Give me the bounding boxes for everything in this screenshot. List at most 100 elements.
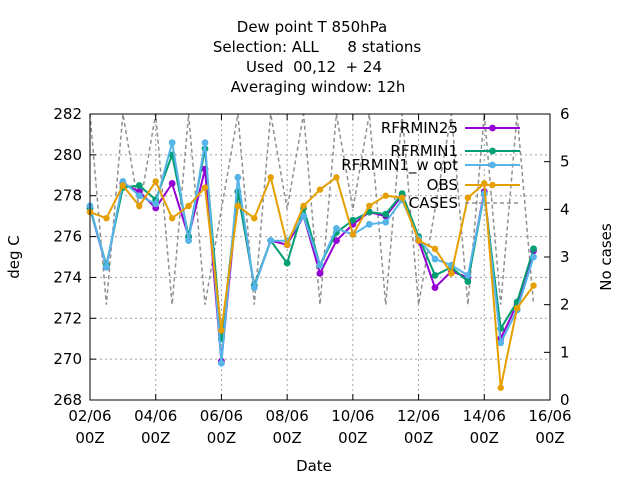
data-point [103,214,110,222]
grid [90,114,550,400]
x-tick-label-hour: 00Z [75,429,104,447]
data-point [333,174,340,181]
data-point [135,182,143,189]
legend-entry: RFRMIN1 [390,142,520,160]
data-point [382,218,390,226]
y-tick-label: 268 [53,391,82,409]
data-point [168,214,176,222]
x-axis-label: Date [296,457,332,475]
series-line [89,142,535,364]
title-line-3: Used 00,12 + 24 [246,58,382,76]
data-point [300,212,307,220]
legend-label: RFRMIN25 [381,119,458,137]
data-point [448,270,455,277]
data-point [234,173,242,181]
series-line [89,148,535,339]
data-point [431,255,439,263]
x-tick-label-hour: 00Z [338,429,367,447]
legend-label: RFRMIN1_w opt [341,156,458,175]
y-tick-label: 282 [53,105,82,123]
data-point [513,304,521,312]
data-point [333,237,340,245]
y-tick-label: 270 [53,350,82,368]
data-point [152,200,160,208]
data-point [530,253,537,261]
y-tick-label: 280 [53,146,82,164]
data-point [218,359,225,367]
x-tick-label-date: 16/06 [528,407,571,425]
data-point [431,245,439,253]
data-point [135,192,143,200]
title-line-2: Selection: ALL 8 stations [213,38,421,56]
x-tick-label-hour: 00Z [404,429,433,447]
series-obs [86,174,537,391]
data-point [489,181,496,189]
data-point [530,245,537,253]
title-line-4: Averaging window: 12h [231,78,406,96]
data-point [250,284,258,292]
y2-tick-label: 1 [560,343,570,361]
data-point [251,214,258,222]
x-tick-label-date: 04/06 [134,407,177,425]
data-point [497,339,505,347]
data-point [530,282,537,289]
y-axis-ticks: 268 270 272 274 276 278 280 282 [53,105,96,409]
y-axis-label: deg C [5,235,23,279]
data-point [415,237,422,244]
x-tick-label-date: 12/06 [397,407,440,425]
data-point [489,124,496,132]
data-point [464,278,472,285]
legend-entry: CASES [409,194,520,212]
data-point [103,263,110,271]
data-point [119,182,127,189]
chart-title: Dew point T 850hPa Selection: ALL 8 stat… [213,18,421,96]
data-point [333,225,340,232]
data-point [136,202,143,210]
data-point [201,184,209,191]
data-point [382,210,390,218]
data-point [349,231,357,238]
legend-entry: RFRMIN1_w opt [341,156,520,175]
y2-tick-label: 2 [560,296,570,314]
data-point [382,192,389,199]
x-tick-label-date: 06/06 [200,407,243,425]
data-point [300,202,307,210]
x-tick-label-date: 02/06 [68,407,111,425]
data-point [431,284,439,292]
data-point [185,202,192,210]
y-tick-label: 276 [53,228,82,246]
data-point [185,237,192,245]
y2-axis-label: No cases [597,223,615,291]
legend-label: RFRMIN1 [390,142,458,160]
x-tick-label-hour: 00Z [207,429,236,447]
data-point [316,269,324,277]
data-point [431,271,439,279]
data-point [218,327,225,334]
data-point [349,216,357,224]
data-point [234,202,242,210]
data-point [267,174,274,181]
data-point [168,180,176,187]
data-point [398,194,406,201]
data-point [464,271,472,279]
y-tick-label: 272 [53,309,82,327]
series-line [89,174,535,388]
data-series [86,139,537,391]
data-point [464,194,472,201]
data-point [366,202,373,210]
data-point [365,220,373,228]
x-tick-label-date: 08/06 [266,407,309,425]
data-point [316,261,324,269]
data-point [489,147,496,155]
y2-tick-label: 5 [560,153,570,171]
x-tick-label-hour: 00Z [470,429,499,447]
y2-tick-label: 3 [560,248,570,266]
x-tick-label-hour: 00Z [141,429,170,447]
data-point [283,259,291,267]
y-tick-label: 278 [53,187,82,205]
x-tick-label-date: 14/06 [463,407,506,425]
y2-axis-ticks: 0 1 2 3 4 5 6 [544,105,570,409]
data-point [267,237,275,245]
